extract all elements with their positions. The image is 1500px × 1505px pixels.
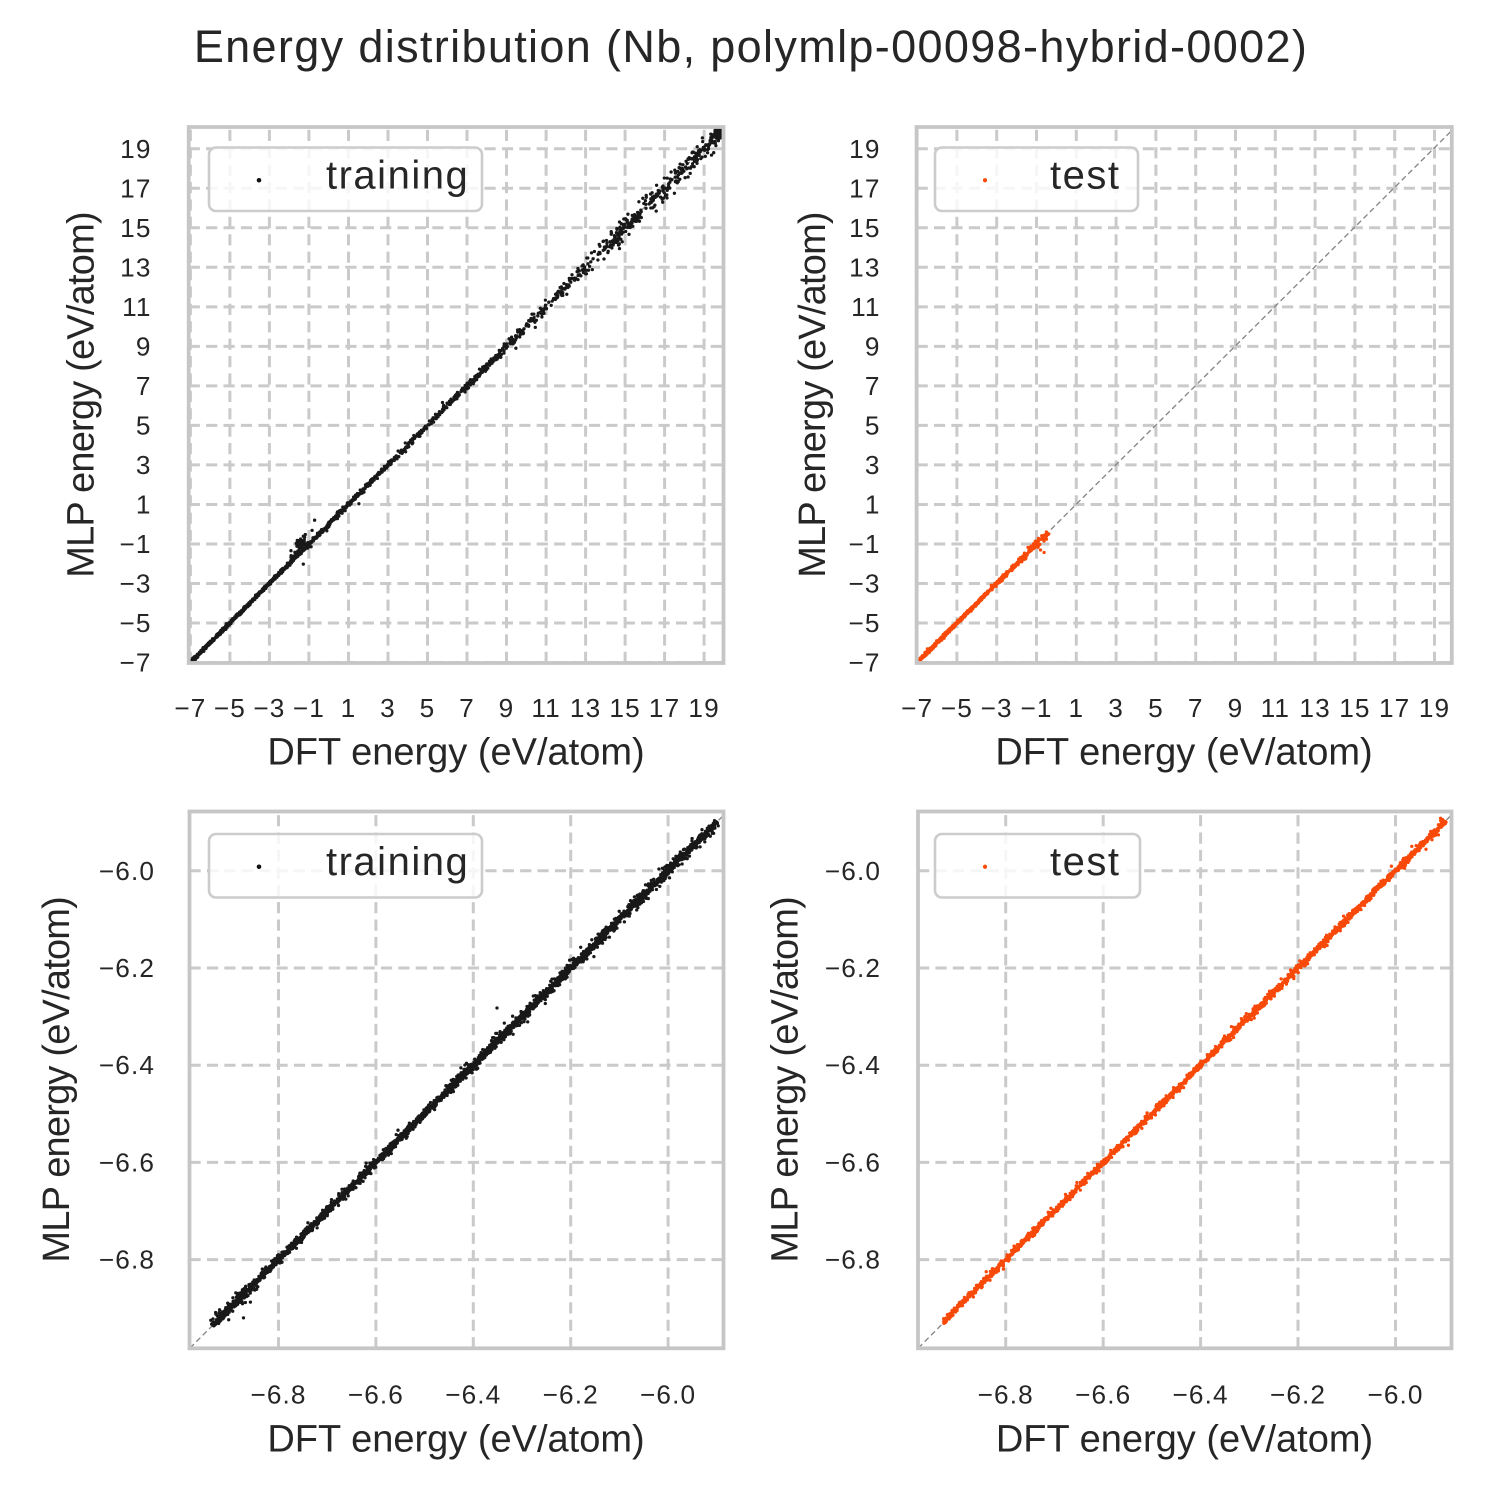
svg-text:17: 17 (649, 693, 680, 723)
svg-text:19: 19 (849, 134, 880, 164)
svg-text:9: 9 (1228, 693, 1244, 723)
svg-text:−1: −1 (848, 529, 880, 559)
svg-text:9: 9 (136, 331, 152, 361)
svg-text:1: 1 (341, 693, 357, 723)
svg-text:15: 15 (120, 213, 151, 243)
svg-text:test: test (1050, 840, 1120, 884)
svg-text:−3: −3 (981, 693, 1013, 723)
svg-text:11: 11 (851, 292, 880, 322)
svg-text:−6.2: −6.2 (99, 953, 155, 983)
svg-text:17: 17 (1379, 693, 1410, 723)
svg-text:5: 5 (136, 410, 152, 440)
svg-text:17: 17 (849, 173, 880, 203)
svg-text:−6.4: −6.4 (1173, 1380, 1229, 1410)
svg-text:7: 7 (1188, 693, 1204, 723)
svg-text:DFT energy (eV/atom): DFT energy (eV/atom) (267, 732, 644, 774)
svg-text:3: 3 (136, 450, 152, 480)
svg-text:DFT energy (eV/atom): DFT energy (eV/atom) (995, 732, 1372, 774)
svg-text:11: 11 (122, 292, 151, 322)
svg-text:test: test (1050, 154, 1120, 198)
svg-text:−6.2: −6.2 (825, 953, 881, 983)
svg-text:3: 3 (380, 693, 396, 723)
svg-text:−6.0: −6.0 (1367, 1380, 1423, 1410)
svg-text:15: 15 (609, 693, 640, 723)
svg-text:−1: −1 (119, 529, 151, 559)
svg-text:17: 17 (120, 173, 151, 203)
svg-text:DFT energy (eV/atom): DFT energy (eV/atom) (267, 1419, 644, 1461)
svg-text:−6.2: −6.2 (1270, 1380, 1326, 1410)
svg-text:−6.8: −6.8 (978, 1380, 1034, 1410)
svg-text:5: 5 (1148, 693, 1164, 723)
svg-text:Energy distribution (Nb, polym: Energy distribution (Nb, polymlp-00098-h… (194, 21, 1308, 72)
svg-text:−6.8: −6.8 (250, 1380, 306, 1410)
svg-text:1: 1 (865, 490, 881, 520)
svg-text:−6.0: −6.0 (825, 856, 881, 886)
svg-text:−5: −5 (848, 608, 880, 638)
svg-text:7: 7 (865, 371, 881, 401)
svg-text:−6.4: −6.4 (99, 1050, 155, 1080)
svg-text:13: 13 (1299, 693, 1330, 723)
svg-text:−7: −7 (174, 693, 206, 723)
svg-text:DFT energy (eV/atom): DFT energy (eV/atom) (996, 1419, 1373, 1461)
svg-text:15: 15 (849, 213, 880, 243)
svg-text:−6.6: −6.6 (99, 1147, 155, 1177)
svg-text:5: 5 (420, 693, 436, 723)
svg-text:MLP energy (eV/atom): MLP energy (eV/atom) (61, 212, 103, 578)
svg-text:−1: −1 (293, 693, 325, 723)
svg-text:7: 7 (459, 693, 475, 723)
svg-text:1: 1 (1068, 693, 1084, 723)
svg-text:MLP energy (eV/atom): MLP energy (eV/atom) (765, 897, 807, 1263)
svg-text:5: 5 (865, 410, 881, 440)
svg-text:−6.8: −6.8 (99, 1245, 155, 1275)
svg-text:training: training (326, 840, 469, 884)
svg-text:19: 19 (688, 693, 719, 723)
svg-text:−6.8: −6.8 (825, 1245, 881, 1275)
svg-text:19: 19 (120, 134, 151, 164)
svg-text:19: 19 (1419, 693, 1450, 723)
svg-text:training: training (326, 154, 469, 198)
svg-text:−6.4: −6.4 (445, 1380, 501, 1410)
svg-text:−5: −5 (941, 693, 973, 723)
svg-text:3: 3 (865, 450, 881, 480)
svg-text:−7: −7 (848, 648, 880, 678)
svg-text:−6.0: −6.0 (99, 856, 155, 886)
svg-text:−5: −5 (119, 608, 151, 638)
svg-text:13: 13 (849, 252, 880, 282)
svg-text:9: 9 (865, 331, 881, 361)
svg-text:−6.6: −6.6 (348, 1380, 404, 1410)
svg-text:−7: −7 (119, 648, 151, 678)
svg-text:−3: −3 (119, 569, 151, 599)
svg-text:−6.6: −6.6 (825, 1147, 881, 1177)
svg-text:MLP energy (eV/atom): MLP energy (eV/atom) (36, 897, 78, 1263)
svg-text:13: 13 (120, 252, 151, 282)
svg-text:−6.2: −6.2 (543, 1380, 599, 1410)
svg-text:−3: −3 (848, 569, 880, 599)
svg-text:1: 1 (136, 490, 152, 520)
svg-text:−5: −5 (214, 693, 246, 723)
svg-text:−1: −1 (1020, 693, 1052, 723)
svg-text:7: 7 (136, 371, 152, 401)
svg-text:−7: −7 (901, 693, 933, 723)
svg-text:3: 3 (1108, 693, 1124, 723)
svg-text:MLP energy (eV/atom): MLP energy (eV/atom) (792, 212, 834, 578)
svg-text:−6.6: −6.6 (1075, 1380, 1131, 1410)
svg-text:−3: −3 (253, 693, 285, 723)
svg-text:−6.0: −6.0 (640, 1380, 696, 1410)
svg-text:9: 9 (499, 693, 515, 723)
svg-text:−6.4: −6.4 (825, 1050, 881, 1080)
svg-text:11: 11 (1261, 693, 1290, 723)
svg-text:15: 15 (1339, 693, 1370, 723)
svg-text:11: 11 (531, 693, 560, 723)
svg-text:13: 13 (570, 693, 601, 723)
